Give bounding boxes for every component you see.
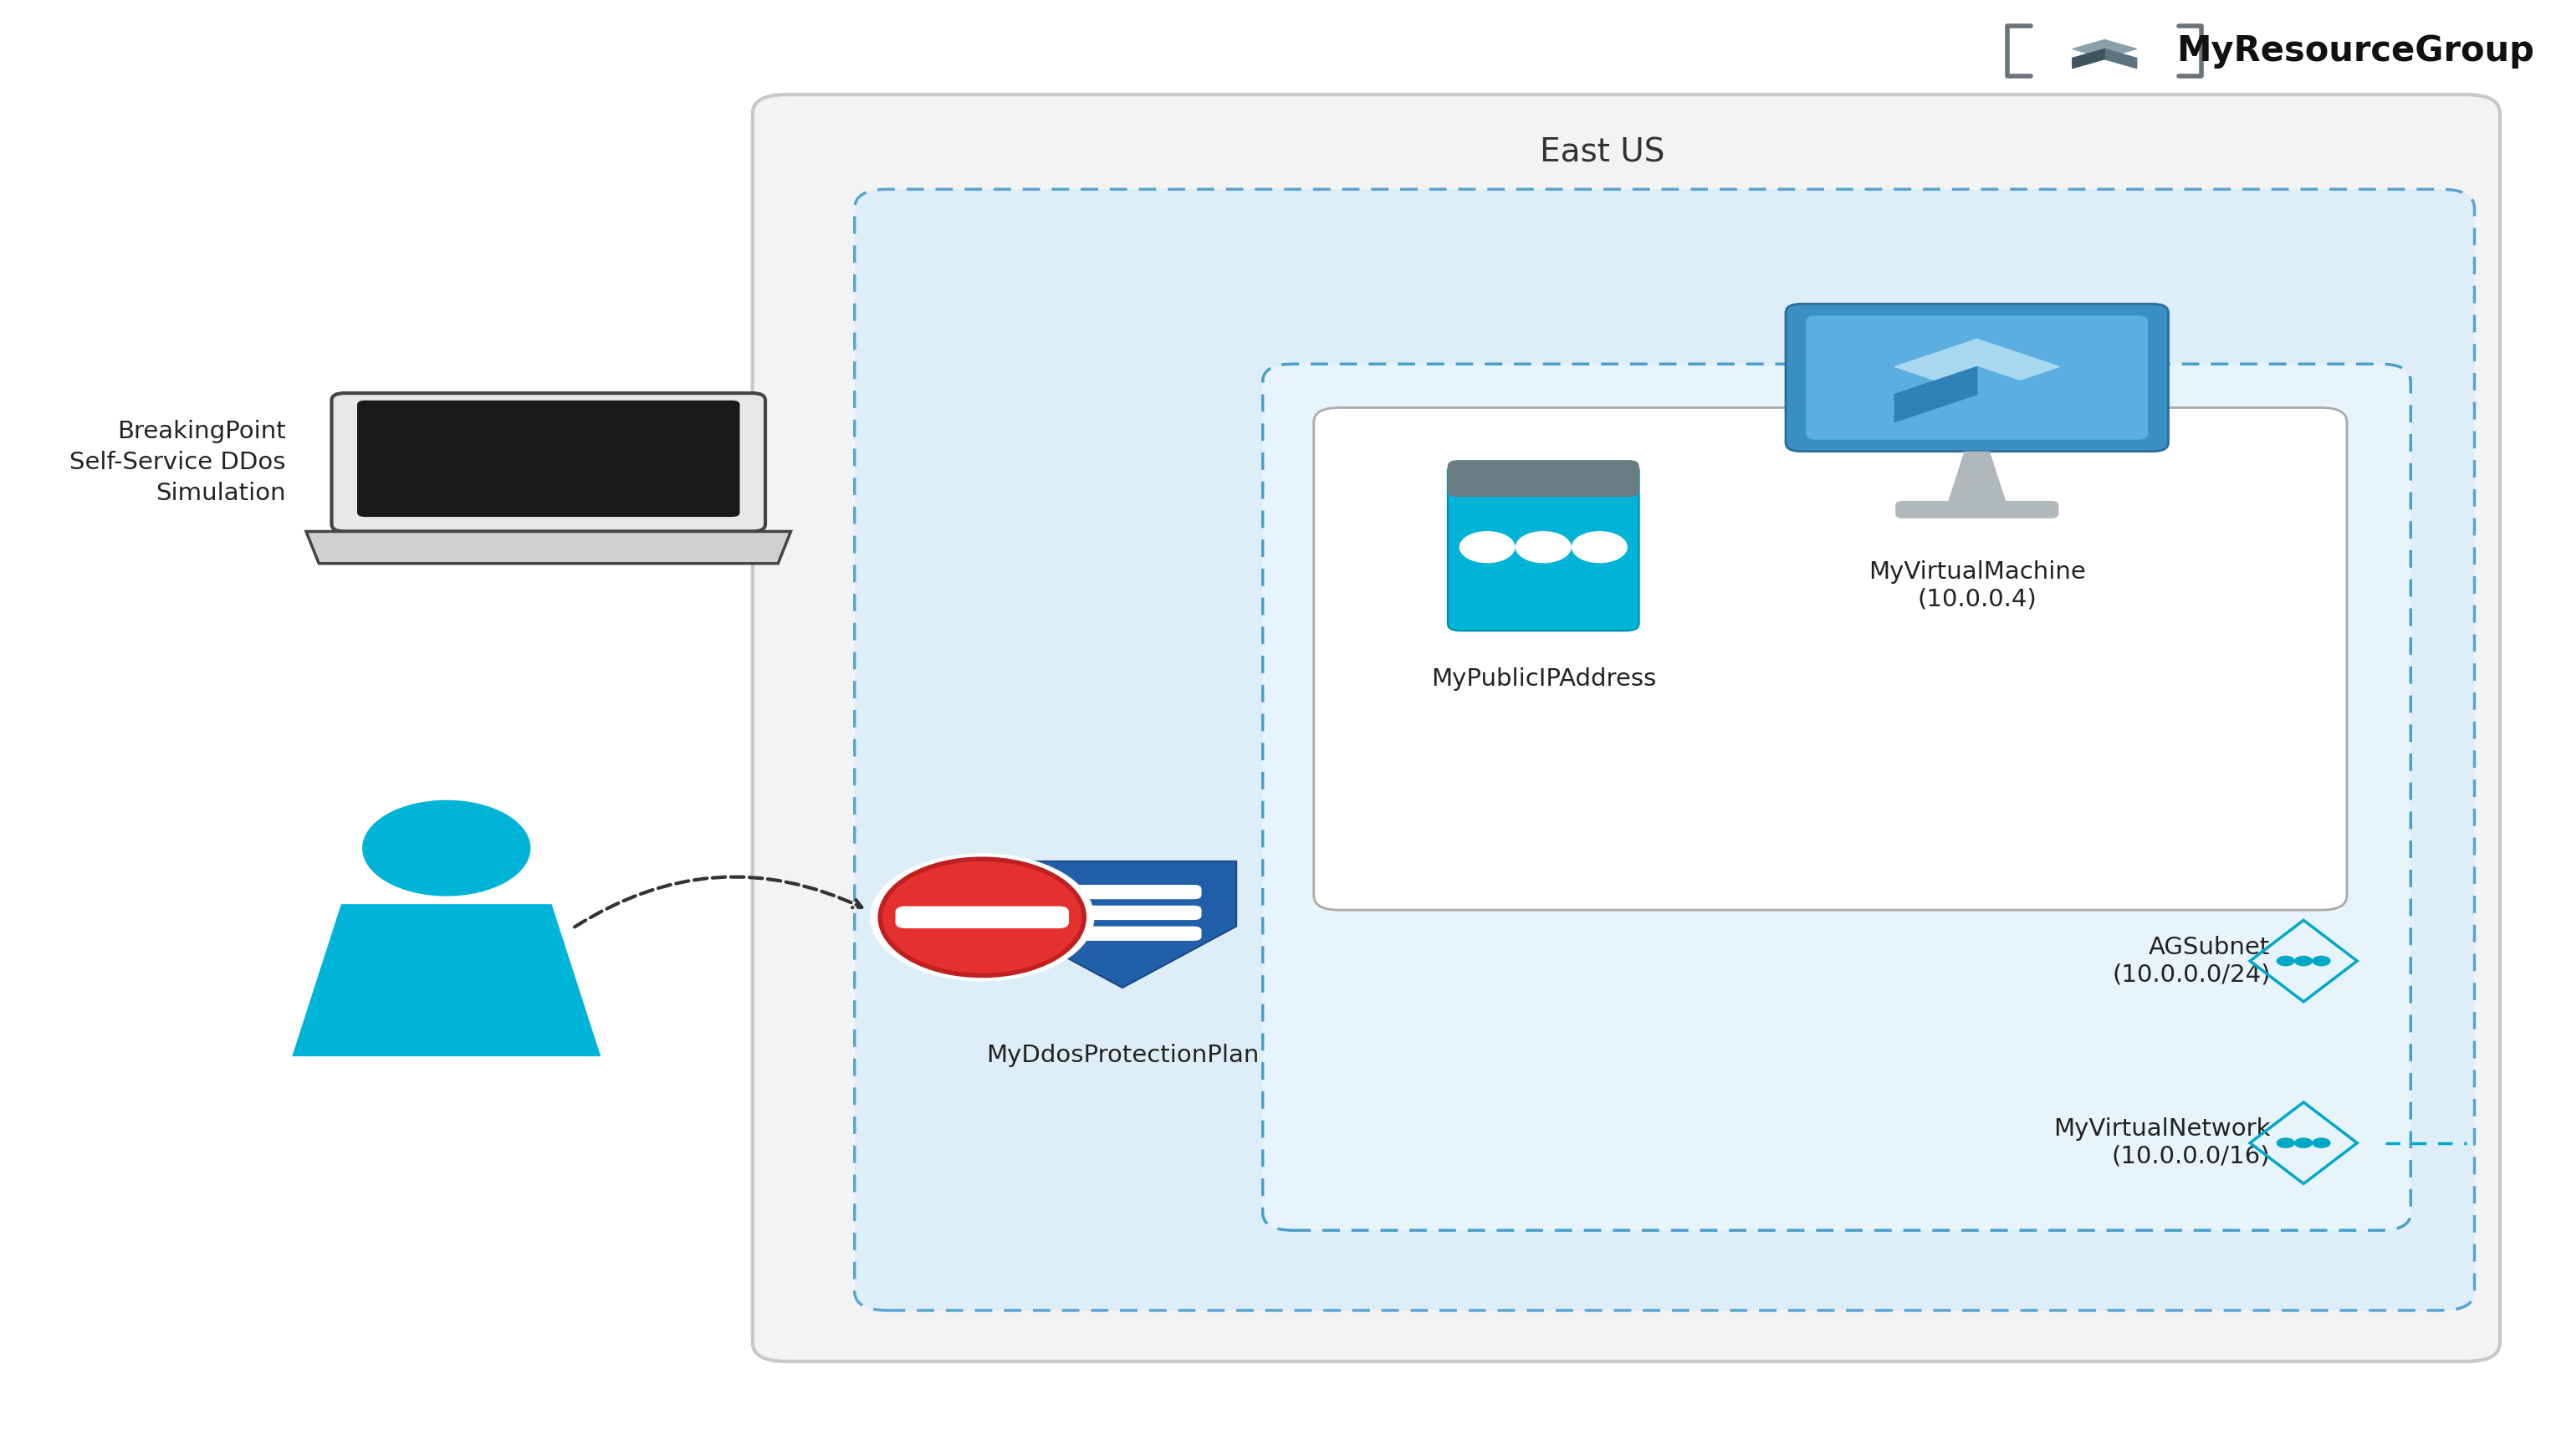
Text: MyPublicIPAddress: MyPublicIPAddress	[1431, 667, 1656, 690]
Circle shape	[870, 853, 1094, 981]
Text: MyResourceGroup: MyResourceGroup	[2176, 33, 2533, 68]
Circle shape	[880, 859, 1084, 976]
FancyBboxPatch shape	[1314, 408, 2347, 910]
Circle shape	[2293, 1137, 2314, 1149]
Polygon shape	[2071, 39, 2138, 58]
Text: MyVirtualMachine
(10.0.0.4): MyVirtualMachine (10.0.0.4)	[1867, 561, 2087, 612]
Text: MyDdosProtectionPlan: MyDdosProtectionPlan	[985, 1044, 1260, 1067]
Text: East US: East US	[1541, 137, 1663, 169]
FancyBboxPatch shape	[1043, 885, 1202, 900]
Polygon shape	[2105, 50, 2138, 68]
Text: BreakingPoint
Self-Service DDos
Simulation: BreakingPoint Self-Service DDos Simulati…	[69, 419, 286, 505]
Circle shape	[1059, 888, 1074, 897]
Text: AGSubnet
(10.0.0.0/24): AGSubnet (10.0.0.0/24)	[2112, 936, 2270, 986]
Polygon shape	[2071, 50, 2105, 68]
Polygon shape	[306, 531, 791, 563]
Polygon shape	[1895, 339, 2059, 395]
Polygon shape	[1895, 367, 1977, 422]
Polygon shape	[1946, 451, 2008, 507]
Circle shape	[1459, 531, 1515, 563]
Text: MyVirtualNetwork
(10.0.0.0/16): MyVirtualNetwork (10.0.0.0/16)	[2054, 1118, 2270, 1168]
FancyBboxPatch shape	[1043, 906, 1202, 920]
FancyBboxPatch shape	[1043, 926, 1202, 941]
Polygon shape	[291, 904, 602, 1057]
FancyBboxPatch shape	[1786, 304, 2168, 451]
FancyBboxPatch shape	[1263, 364, 2411, 1230]
Circle shape	[2311, 955, 2332, 967]
Circle shape	[2275, 1137, 2296, 1149]
Circle shape	[2311, 1137, 2332, 1149]
FancyBboxPatch shape	[1895, 501, 2059, 518]
FancyBboxPatch shape	[855, 189, 2474, 1310]
Circle shape	[1059, 929, 1074, 938]
Circle shape	[2293, 955, 2314, 967]
FancyBboxPatch shape	[895, 906, 1069, 929]
FancyBboxPatch shape	[1806, 316, 2148, 440]
Circle shape	[1059, 909, 1074, 917]
FancyBboxPatch shape	[332, 393, 765, 531]
Polygon shape	[1008, 862, 1237, 987]
FancyBboxPatch shape	[753, 95, 2500, 1361]
Circle shape	[1571, 531, 1628, 563]
FancyBboxPatch shape	[357, 400, 740, 517]
Circle shape	[1515, 531, 1571, 563]
FancyBboxPatch shape	[1449, 463, 1638, 630]
FancyBboxPatch shape	[1449, 460, 1638, 496]
Polygon shape	[1977, 367, 2059, 422]
Circle shape	[2275, 955, 2296, 967]
Circle shape	[362, 801, 531, 895]
